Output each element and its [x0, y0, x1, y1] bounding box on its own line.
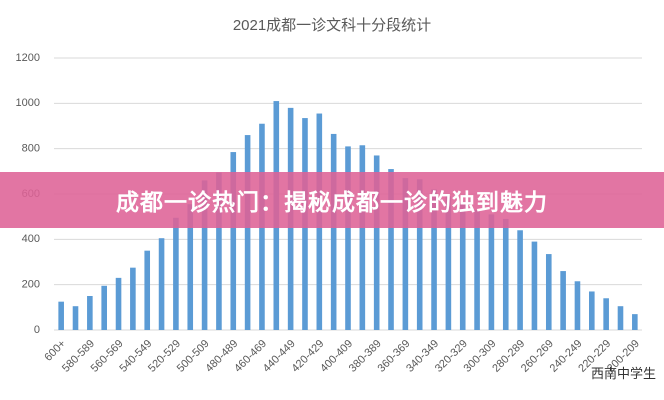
bar	[531, 241, 538, 330]
bar	[158, 238, 165, 330]
bar	[330, 133, 337, 330]
bar	[603, 298, 609, 330]
bar	[359, 145, 366, 330]
bar	[101, 285, 107, 330]
bar	[545, 254, 552, 330]
bar	[388, 169, 394, 330]
bar	[115, 277, 122, 330]
bar	[632, 314, 638, 330]
bar	[459, 203, 466, 330]
y-tick-label: 0	[34, 324, 40, 336]
bar	[431, 189, 437, 330]
bar	[402, 178, 409, 330]
bar	[617, 306, 624, 330]
y-tick-label: 400	[22, 233, 40, 245]
bar	[72, 306, 79, 330]
bar	[589, 291, 595, 330]
bar	[144, 250, 151, 330]
chart-title: 2021成都一诊文科十分段统计	[233, 17, 431, 34]
bar	[474, 209, 480, 330]
bar	[345, 146, 351, 330]
bar	[244, 135, 251, 330]
bar	[230, 152, 237, 330]
bar	[58, 301, 64, 330]
bar	[416, 179, 423, 330]
bar	[488, 214, 495, 330]
bar	[216, 172, 222, 330]
bar	[560, 271, 566, 330]
y-tick-label: 200	[22, 279, 40, 291]
y-tick-label: 1000	[16, 97, 40, 109]
bar	[373, 155, 380, 330]
bar	[502, 218, 509, 330]
bar	[445, 196, 452, 330]
banner[interactable]: 成都一诊热门：揭秘成都一诊的独到魅力	[0, 172, 664, 228]
bar	[173, 217, 179, 330]
watermark: 西南中学生	[590, 367, 656, 382]
bar	[201, 180, 208, 330]
x-tick-label: 600+	[42, 338, 68, 364]
bar	[574, 281, 581, 330]
bar	[187, 204, 194, 330]
bar	[517, 230, 523, 330]
bar	[87, 296, 93, 330]
bar	[130, 267, 136, 330]
y-tick-label: 800	[22, 143, 40, 155]
y-tick-label: 1200	[16, 52, 40, 64]
